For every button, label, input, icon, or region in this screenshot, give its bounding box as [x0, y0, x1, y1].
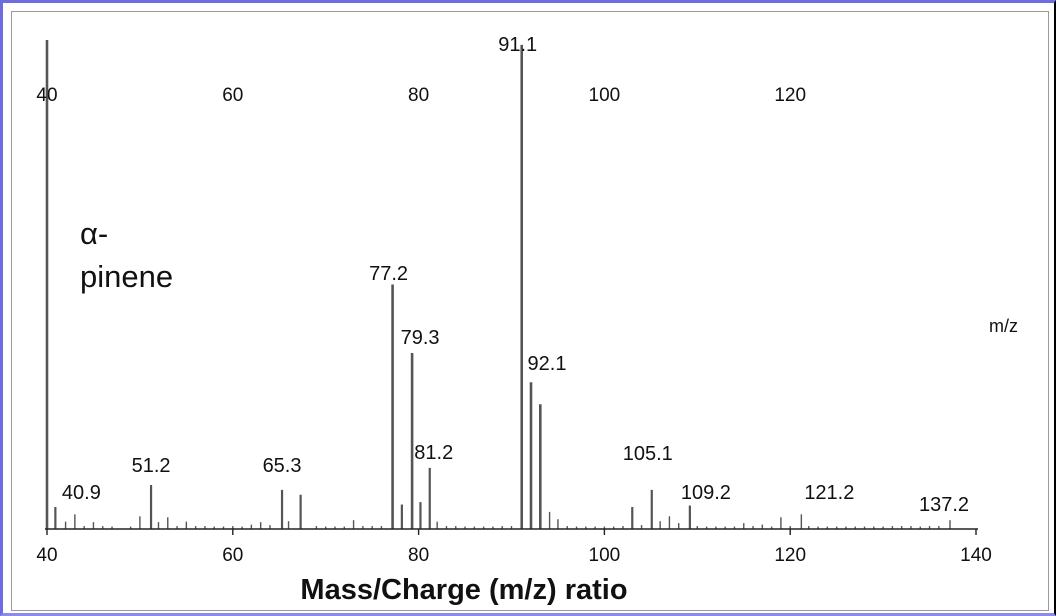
top-tick-label: 80 [408, 85, 429, 106]
x-axis-title: Mass/Charge (m/z) ratio [300, 574, 627, 606]
peak-label: 92.1 [528, 353, 567, 375]
x-axis-ticks: 40 60 80 100 120 140 [36, 529, 992, 566]
chart-panel [11, 11, 1049, 611]
peak-label: 65.3 [263, 455, 302, 477]
peak-label: 51.2 [132, 455, 171, 477]
top-axis-ticks: 40 60 80 100 120 [36, 85, 806, 106]
peak-label: 105.1 [623, 443, 673, 465]
x-tick-label: 100 [589, 545, 621, 566]
peak-label: 121.2 [804, 482, 854, 504]
compound-label-line-2: pinene [80, 259, 173, 294]
peak-bars [45, 40, 951, 529]
peak-label: 109.2 [681, 482, 731, 504]
peak-label: 91.1 [498, 34, 537, 56]
top-tick-label: 40 [36, 85, 57, 106]
compound-label-line-1: α- [80, 216, 108, 251]
top-tick-label: 120 [774, 85, 806, 106]
peak-label: 137.2 [919, 494, 969, 516]
x-tick-label: 60 [222, 545, 243, 566]
peak-label: 81.2 [414, 442, 453, 464]
x-tick-label: 40 [36, 545, 57, 566]
unit-label: m/z [989, 316, 1018, 336]
peak-label: 79.3 [401, 327, 440, 349]
x-tick-label: 120 [774, 545, 806, 566]
peak-label: 40.9 [62, 482, 101, 504]
top-tick-label: 100 [589, 85, 621, 106]
x-tick-label: 80 [408, 545, 429, 566]
top-tick-label: 60 [222, 85, 243, 106]
peak-labels: 40.9 51.2 65.3 77.2 79.3 81.2 91.1 92.1 105.1 109… [62, 34, 969, 516]
x-tick-label: 140 [960, 545, 992, 566]
peak-label: 77.2 [369, 263, 408, 285]
